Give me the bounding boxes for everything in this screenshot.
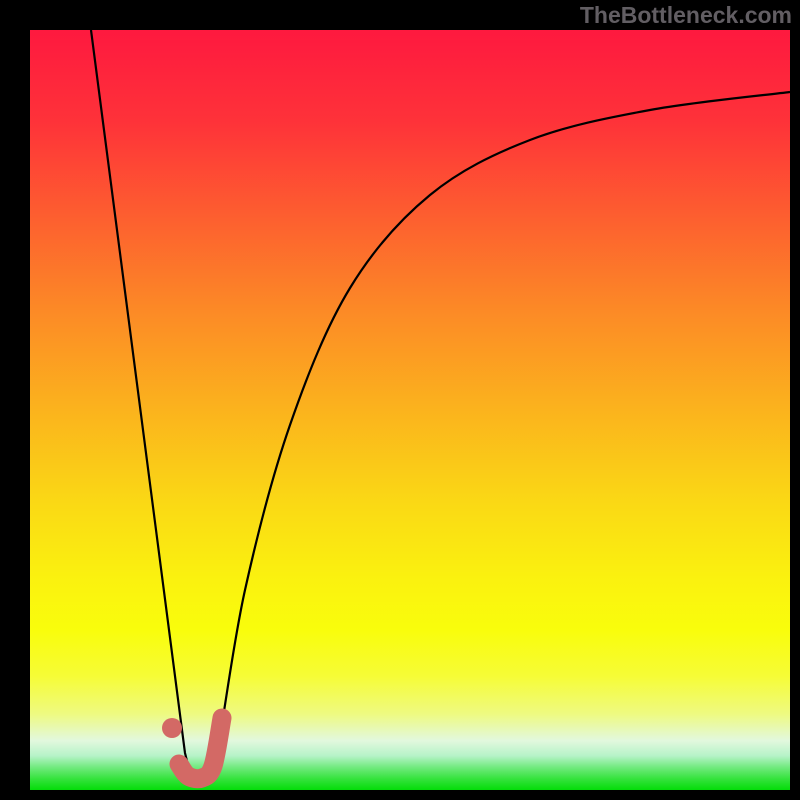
watermark-text: TheBottleneck.com — [580, 2, 792, 29]
plot-svg — [30, 30, 790, 790]
gradient-background — [30, 30, 790, 790]
marker-dot-icon — [162, 718, 182, 738]
plot-area — [30, 30, 790, 790]
chart-container: TheBottleneck.com — [0, 0, 800, 800]
